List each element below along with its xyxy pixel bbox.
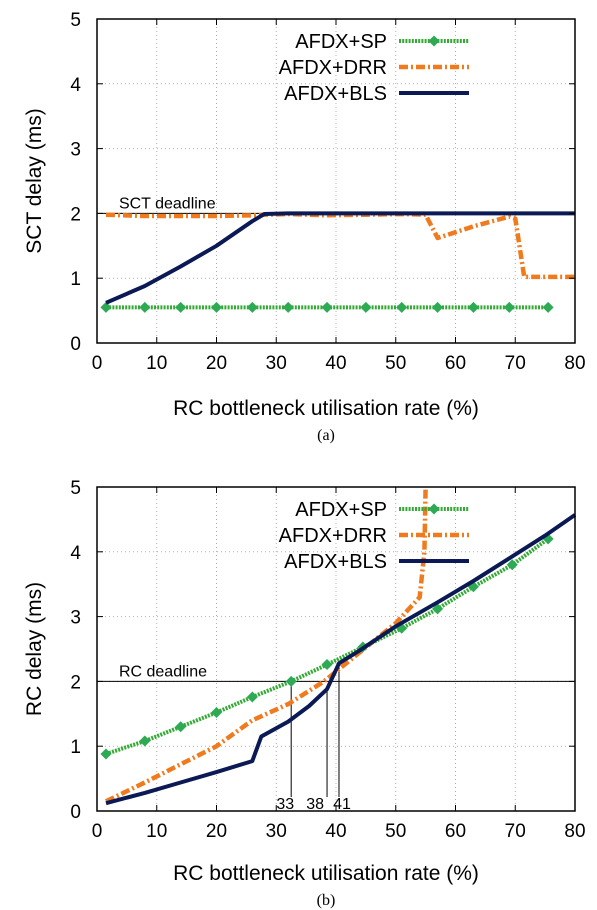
legend-label-afdx-drr: AFDX+DRR [279,525,387,547]
panel-b-series [100,486,577,806]
series-line-afdx-bls [105,513,577,806]
data-point-afdx-sp [100,748,112,760]
x-tick-label: 60 [445,821,466,842]
x-tick-label: 10 [146,353,167,374]
data-point-afdx-sp [100,301,112,313]
data-point-afdx-sp [246,301,258,313]
data-point-afdx-sp [396,301,408,313]
panel-b-y-axis-label: RC delay (ms) [23,582,46,716]
series-line-afdx-drr [105,486,428,804]
panel-b: 0 10 20 30 40 50 60 70 80 0 1 2 3 4 5 RC deadline 33 3… [23,478,586,909]
panel-b-legend: AFDX+SP AFDX+DRR AFDX+BLS [279,499,469,573]
data-point-afdx-sp [211,707,222,719]
series-line-afdx-bls [105,211,575,305]
data-point-afdx-sp [139,301,151,313]
legend-label-afdx-bls: AFDX+BLS [284,83,387,105]
data-point-afdx-sp [211,301,222,313]
x-tick-label: 40 [325,821,346,842]
x-tick-label: 40 [325,353,346,374]
x-tick-label: 0 [92,821,103,842]
y-tick-label: 5 [70,478,81,499]
x-tick-label: 80 [564,821,585,842]
x-tick-label: 70 [505,821,526,842]
data-point-afdx-sp [360,301,372,313]
data-point-afdx-sp [542,301,554,313]
data-point-afdx-sp [175,301,187,313]
panel-a-y-axis-label: SCT delay (ms) [23,108,46,253]
data-point-afdx-sp [175,721,187,733]
y-tick-label: 1 [70,737,81,758]
data-point-afdx-sp [139,735,151,747]
x-tick-label: 10 [146,821,167,842]
y-tick-label: 3 [70,608,81,629]
data-point-afdx-sp [321,659,333,671]
marker-label-33: 33 [276,796,294,813]
x-tick-label: 50 [385,353,406,374]
x-tick-label: 30 [266,821,287,842]
x-tick-label: 80 [564,353,585,374]
legend-marker-afdx-sp [428,35,440,47]
legend-label-afdx-bls: AFDX+BLS [284,551,387,573]
x-tick-label: 70 [505,353,526,374]
y-tick-label: 4 [70,543,81,564]
panel-b-grid [97,487,575,811]
panel-a: 0 10 20 30 40 50 60 70 80 0 1 2 3 4 5 SCT deadline AFD… [23,10,586,444]
data-point-afdx-sp [506,559,518,571]
panel-a-legend: AFDX+SP AFDX+DRR AFDX+BLS [279,31,469,105]
legend-label-afdx-sp: AFDX+SP [295,31,387,53]
panel-a-deadline-label: SCT deadline [119,195,216,212]
panel-a-ticks: 0 10 20 30 40 50 60 70 80 0 1 2 3 4 5 [70,10,585,374]
panel-b-x-axis-label: RC bottleneck utilisation rate (%) [173,862,479,885]
x-tick-label: 0 [92,353,103,374]
y-tick-label: 1 [70,269,81,290]
data-point-afdx-sp [246,691,258,703]
data-point-afdx-sp [321,301,333,313]
legend-marker-afdx-sp [428,503,440,515]
y-tick-label: 5 [70,10,81,31]
panel-b-ticks: 0 10 20 30 40 50 60 70 80 0 1 2 3 4 5 [70,478,585,842]
panel-a-legend-swatches [399,35,469,95]
marker-label-41: 41 [333,796,351,813]
x-tick-label: 20 [206,353,227,374]
data-point-afdx-sp [282,301,294,313]
data-point-afdx-sp [467,301,479,313]
x-tick-label: 60 [445,353,466,374]
y-tick-label: 4 [70,75,81,96]
y-tick-label: 2 [70,672,81,693]
panel-b-deadline-label: RC deadline [119,663,207,680]
legend-label-afdx-sp: AFDX+SP [295,499,387,521]
y-tick-label: 2 [70,204,81,225]
data-point-afdx-sp [503,301,515,313]
data-point-afdx-sp [432,301,444,313]
panel-b-caption: (b) [317,892,336,909]
panel-a-series [100,211,575,313]
data-point-afdx-sp [285,675,297,687]
y-tick-label: 0 [70,334,81,355]
panel-b-legend-swatches [399,503,469,563]
marker-label-38: 38 [306,796,324,813]
y-tick-label: 3 [70,140,81,161]
panel-a-caption: (a) [317,427,335,444]
legend-label-afdx-drr: AFDX+DRR [279,57,387,79]
x-tick-label: 30 [266,353,287,374]
y-tick-label: 0 [70,802,81,823]
x-tick-label: 50 [385,821,406,842]
panel-a-x-axis-label: RC bottleneck utilisation rate (%) [173,397,479,420]
x-tick-label: 20 [206,821,227,842]
